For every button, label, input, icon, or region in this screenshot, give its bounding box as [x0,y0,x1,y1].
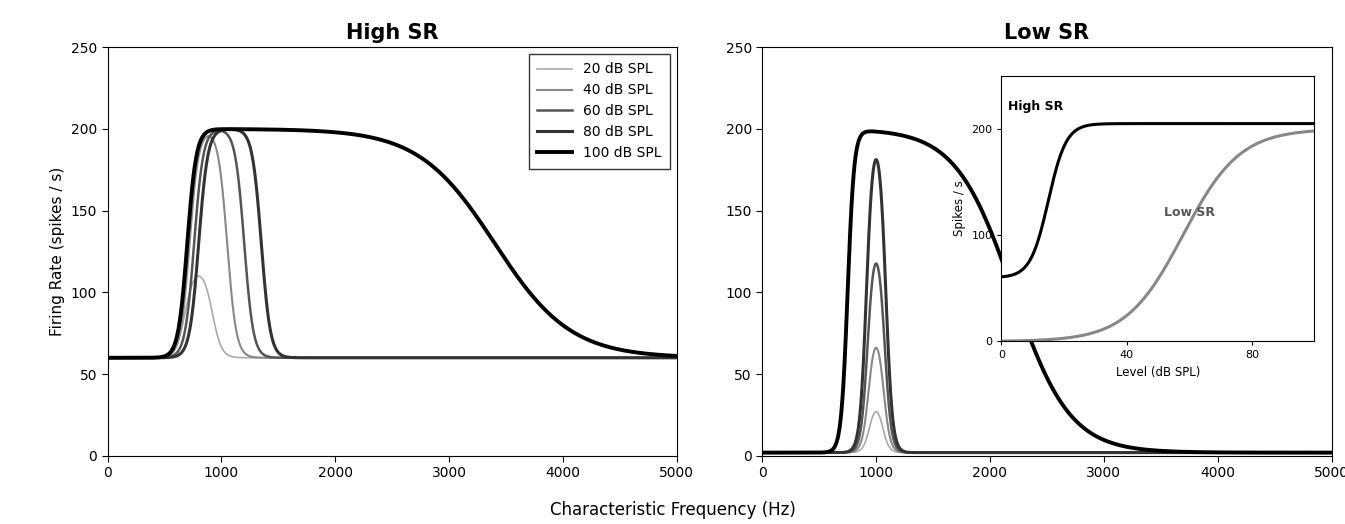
Text: Characteristic Frequency (Hz): Characteristic Frequency (Hz) [550,501,795,519]
Title: High SR: High SR [346,23,438,43]
Y-axis label: Spikes / s: Spikes / s [952,181,966,236]
Legend: 20 dB SPL, 40 dB SPL, 60 dB SPL, 80 dB SPL, 100 dB SPL: 20 dB SPL, 40 dB SPL, 60 dB SPL, 80 dB S… [529,54,670,169]
Title: Low SR: Low SR [1005,23,1089,43]
Y-axis label: Firing Rate (spikes / s): Firing Rate (spikes / s) [50,167,66,336]
Text: Low SR: Low SR [1165,206,1215,219]
X-axis label: Level (dB SPL): Level (dB SPL) [1116,366,1200,379]
Text: High SR: High SR [1007,100,1063,113]
